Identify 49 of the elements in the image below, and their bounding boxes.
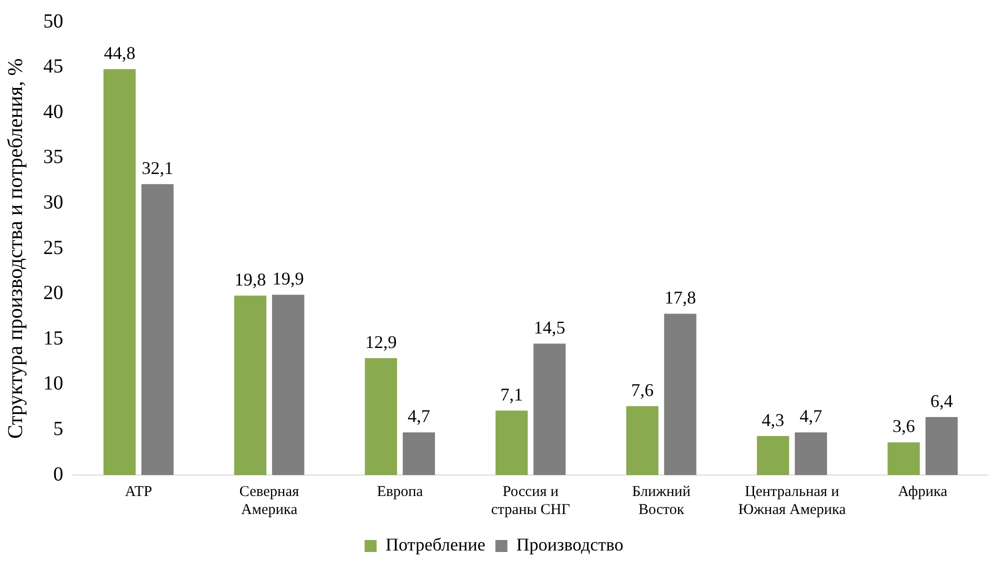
bar: [626, 406, 658, 475]
bar: [496, 410, 528, 475]
x-tick-label: Ближний Восток: [632, 484, 690, 518]
x-tick-label: Северная Америка: [239, 484, 300, 518]
y-tick-label: 15: [43, 327, 64, 350]
y-tick-label: 30: [43, 191, 64, 214]
bar: [234, 296, 266, 475]
data-label: 4,3: [762, 410, 784, 430]
y-tick-label: 20: [43, 282, 64, 304]
data-label: 4,7: [408, 406, 430, 426]
data-label: 14,5: [534, 317, 566, 338]
data-label: 19,9: [272, 268, 304, 288]
bar: [888, 442, 920, 475]
data-label: 17,8: [664, 287, 696, 308]
data-label: 32,1: [142, 158, 174, 178]
data-label: 6,4: [930, 390, 953, 411]
y-tick-label: 25: [43, 236, 64, 259]
bar: [533, 344, 566, 475]
data-label: 7,1: [500, 384, 523, 404]
bar: [103, 69, 136, 475]
bar: [402, 432, 435, 475]
data-label: 7,6: [631, 380, 654, 400]
data-label: 4,7: [800, 406, 822, 426]
bar: [141, 184, 174, 475]
bar: [272, 294, 304, 475]
y-tick-label: 40: [43, 100, 64, 123]
data-label: 12,9: [365, 332, 397, 352]
bar: [926, 417, 958, 475]
bar: [794, 432, 828, 475]
x-tick-label: Россия и страны СНГ: [491, 484, 570, 518]
legend-label: Потребление: [386, 534, 486, 555]
data-label: 44,8: [104, 42, 136, 63]
x-tick-label: АТР: [125, 484, 152, 500]
x-tick-label: Центральная и Южная Америка: [738, 484, 846, 518]
data-label: 3,6: [892, 416, 915, 436]
y-tick-label: 45: [43, 56, 64, 78]
x-tick-label: Африка: [898, 484, 948, 500]
y-tick-label: 0: [53, 463, 64, 486]
y-tick-label: 10: [43, 372, 64, 395]
y-tick-label: 50: [43, 10, 64, 32]
y-axis-title: Структура производства и потребления, %: [3, 58, 28, 439]
bar: [664, 314, 696, 475]
legend-label: Производство: [516, 534, 624, 555]
x-tick-label: Европа: [376, 484, 424, 500]
bar: [364, 358, 398, 475]
y-tick-label: 5: [53, 418, 64, 440]
data-label: 19,8: [234, 269, 266, 290]
bar: [756, 436, 790, 475]
y-tick-label: 35: [43, 146, 64, 168]
